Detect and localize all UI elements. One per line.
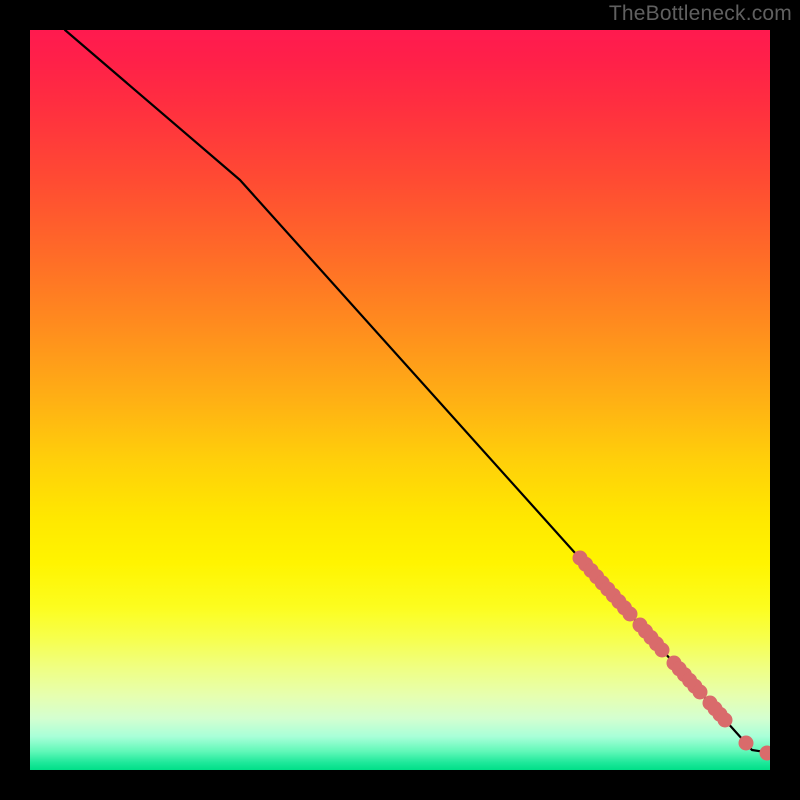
data-marker: [739, 736, 754, 751]
chart-frame: TheBottleneck.com: [0, 0, 800, 800]
data-marker: [655, 643, 670, 658]
chart-background: [30, 30, 770, 770]
watermark-text: TheBottleneck.com: [609, 2, 792, 26]
bottleneck-chart: [30, 30, 770, 770]
data-marker: [718, 713, 733, 728]
